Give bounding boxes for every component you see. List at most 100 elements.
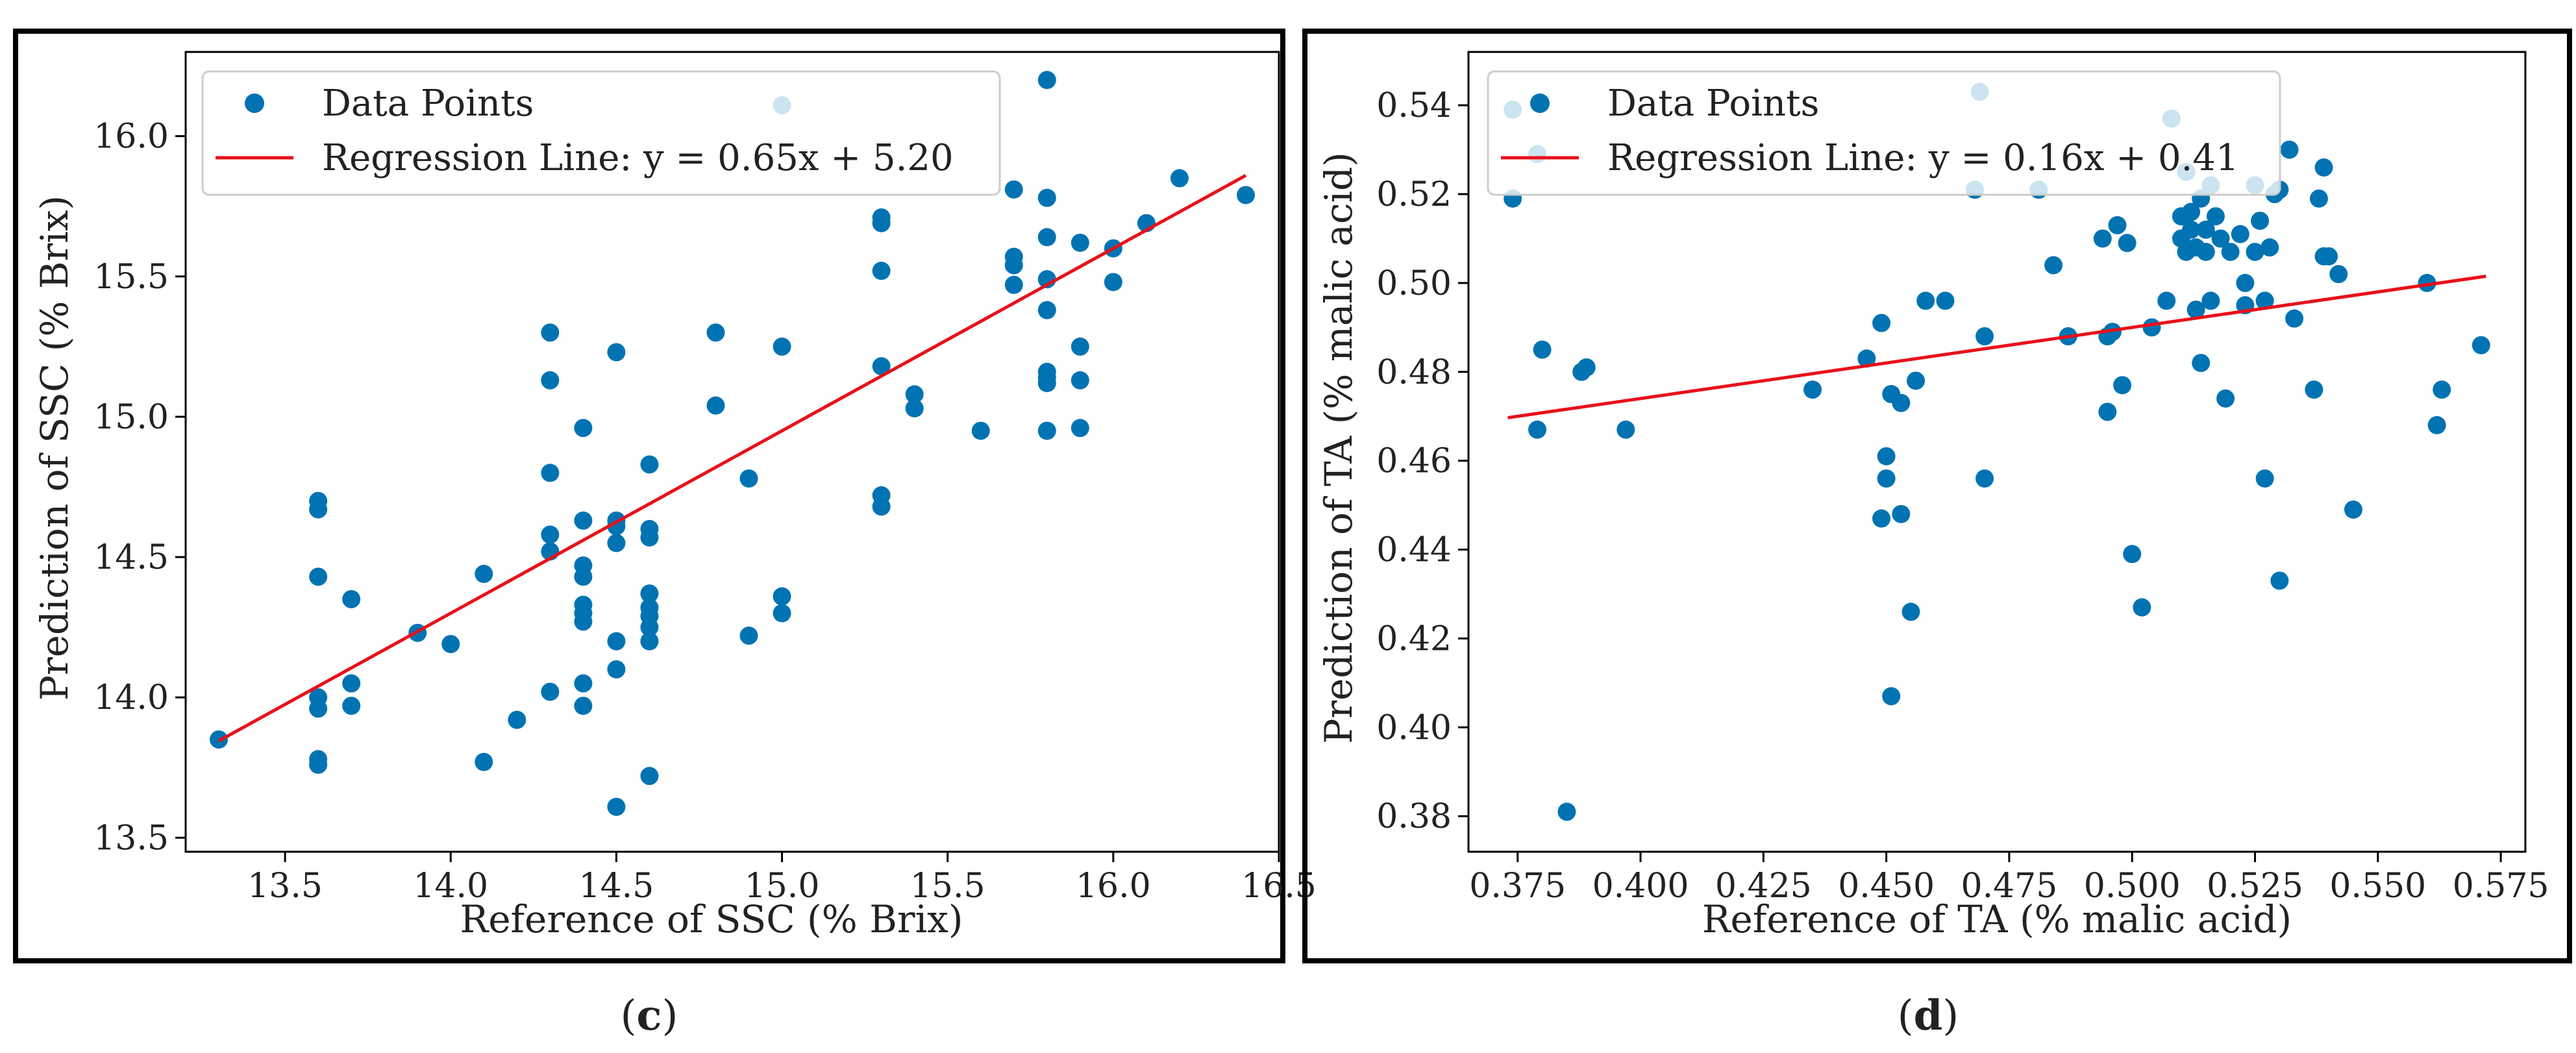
data-point	[872, 262, 891, 280]
y-tick-label: 14.5	[93, 538, 169, 577]
data-point	[706, 396, 725, 415]
panel-d-x-ticks: 0.375 0.400 0.425 0.450 0.475 0.500 0.525 0.550…	[1469, 852, 2549, 906]
data-point	[2113, 376, 2132, 395]
data-point	[2142, 318, 2161, 337]
data-point	[2270, 571, 2289, 590]
y-tick-label: 15.0	[93, 398, 169, 437]
data-point	[2251, 212, 2270, 230]
y-tick-label: 0.48	[1376, 353, 1452, 392]
data-point	[309, 755, 328, 774]
data-point	[309, 567, 328, 586]
data-point	[574, 511, 593, 530]
data-point	[2320, 247, 2338, 266]
panel-c-legend-line-label: Regression Line: y = 0.65x + 5.20	[322, 137, 954, 179]
data-point	[905, 399, 924, 417]
data-point	[872, 497, 891, 516]
x-tick-label: 0.450	[1838, 867, 1935, 906]
panel-d-regression-line	[1507, 275, 2486, 419]
data-point	[607, 660, 626, 679]
data-point	[607, 534, 626, 552]
data-point	[1616, 420, 1635, 439]
data-point	[1533, 340, 1552, 359]
data-point	[872, 214, 891, 232]
panel-d-x-axis-label: Reference of TA (% malic acid)	[1702, 897, 2292, 941]
data-point	[2192, 354, 2211, 373]
panel-d: 0.375 0.400 0.425 0.450 0.475 0.500 0.525 0.550…	[1302, 29, 2572, 1040]
data-point	[739, 626, 758, 645]
data-point	[1892, 393, 1911, 412]
data-point	[971, 421, 990, 440]
data-point	[2344, 500, 2362, 519]
data-point	[574, 419, 593, 438]
data-point	[2157, 291, 2176, 310]
data-point	[541, 371, 560, 390]
data-point	[1907, 371, 1926, 390]
data-point	[2206, 207, 2225, 226]
data-point	[2211, 229, 2230, 248]
data-point	[2196, 220, 2215, 239]
data-point	[2260, 238, 2279, 257]
panel-c-y-ticks: 13.5 14.0 14.5 15.0 15.5 16.0	[93, 118, 186, 858]
data-point	[1037, 374, 1056, 393]
panel-c-legend-box	[201, 70, 1001, 196]
data-point	[1577, 358, 1596, 377]
data-point	[607, 632, 626, 650]
data-point	[2231, 225, 2249, 243]
data-point	[1872, 314, 1891, 332]
data-point	[2255, 291, 2274, 310]
data-point	[706, 323, 725, 342]
data-point	[1236, 186, 1255, 204]
data-point	[508, 710, 526, 729]
data-point	[574, 567, 593, 586]
x-tick-label: 0.550	[2329, 867, 2426, 906]
data-point	[640, 632, 659, 650]
data-point	[773, 604, 791, 623]
x-tick-label: 0.425	[1715, 867, 1812, 906]
data-point	[2182, 203, 2201, 221]
y-tick-label: 0.42	[1376, 619, 1452, 658]
data-point	[1037, 228, 1056, 247]
panel-d-axes-box	[1467, 51, 2527, 853]
data-point	[574, 674, 593, 693]
x-tick-label: 16.0	[1076, 867, 1151, 906]
data-point	[1877, 469, 1896, 488]
data-point	[1975, 469, 1994, 488]
panel-d-caption: (d)	[1898, 991, 1959, 1040]
data-point	[1872, 509, 1891, 528]
y-tick-label: 0.54	[1376, 86, 1452, 125]
data-point	[2246, 243, 2264, 261]
data-point	[1901, 602, 1920, 621]
data-point	[640, 767, 659, 786]
panel-d-legend-line-label: Regression Line: y = 0.16x + 0.41	[1607, 137, 2239, 179]
x-tick-label: 0.400	[1592, 867, 1689, 906]
data-point	[2471, 336, 2490, 354]
panel-d-y-ticks: 0.38 0.40 0.42 0.44 0.46 0.48 0.50 0.52 0.54	[1376, 86, 1468, 836]
data-point	[1803, 380, 1822, 399]
data-point	[1877, 447, 1896, 465]
y-tick-label: 16.0	[93, 118, 169, 156]
data-point	[739, 469, 758, 488]
data-point	[2433, 380, 2451, 399]
panel-c: 13.5 14.0 14.5 15.0 15.5 16.0 16.5 13.514.014.…	[13, 29, 1317, 1040]
data-point	[1071, 233, 1089, 252]
panel-c-regression-line	[217, 174, 1247, 743]
data-point	[1004, 256, 1023, 275]
data-point	[773, 587, 791, 606]
x-tick-label: 0.475	[1961, 867, 2057, 906]
data-point	[309, 500, 328, 519]
data-point	[1528, 420, 1547, 439]
x-tick-label: 13.5	[247, 867, 323, 906]
data-point	[1071, 419, 1089, 438]
data-point	[2123, 545, 2142, 564]
panel-c-legend-point-marker	[245, 93, 264, 113]
data-point	[2418, 273, 2436, 292]
data-point	[2182, 220, 2201, 239]
data-point	[1936, 291, 1955, 310]
panel-d-data-points	[1504, 82, 2490, 821]
data-point	[1916, 291, 1935, 310]
panel-c-frame	[13, 29, 1285, 963]
y-tick-label: 15.5	[93, 258, 169, 297]
data-point	[640, 584, 659, 603]
panel-c-legend-points-label: Data Points	[322, 82, 534, 125]
